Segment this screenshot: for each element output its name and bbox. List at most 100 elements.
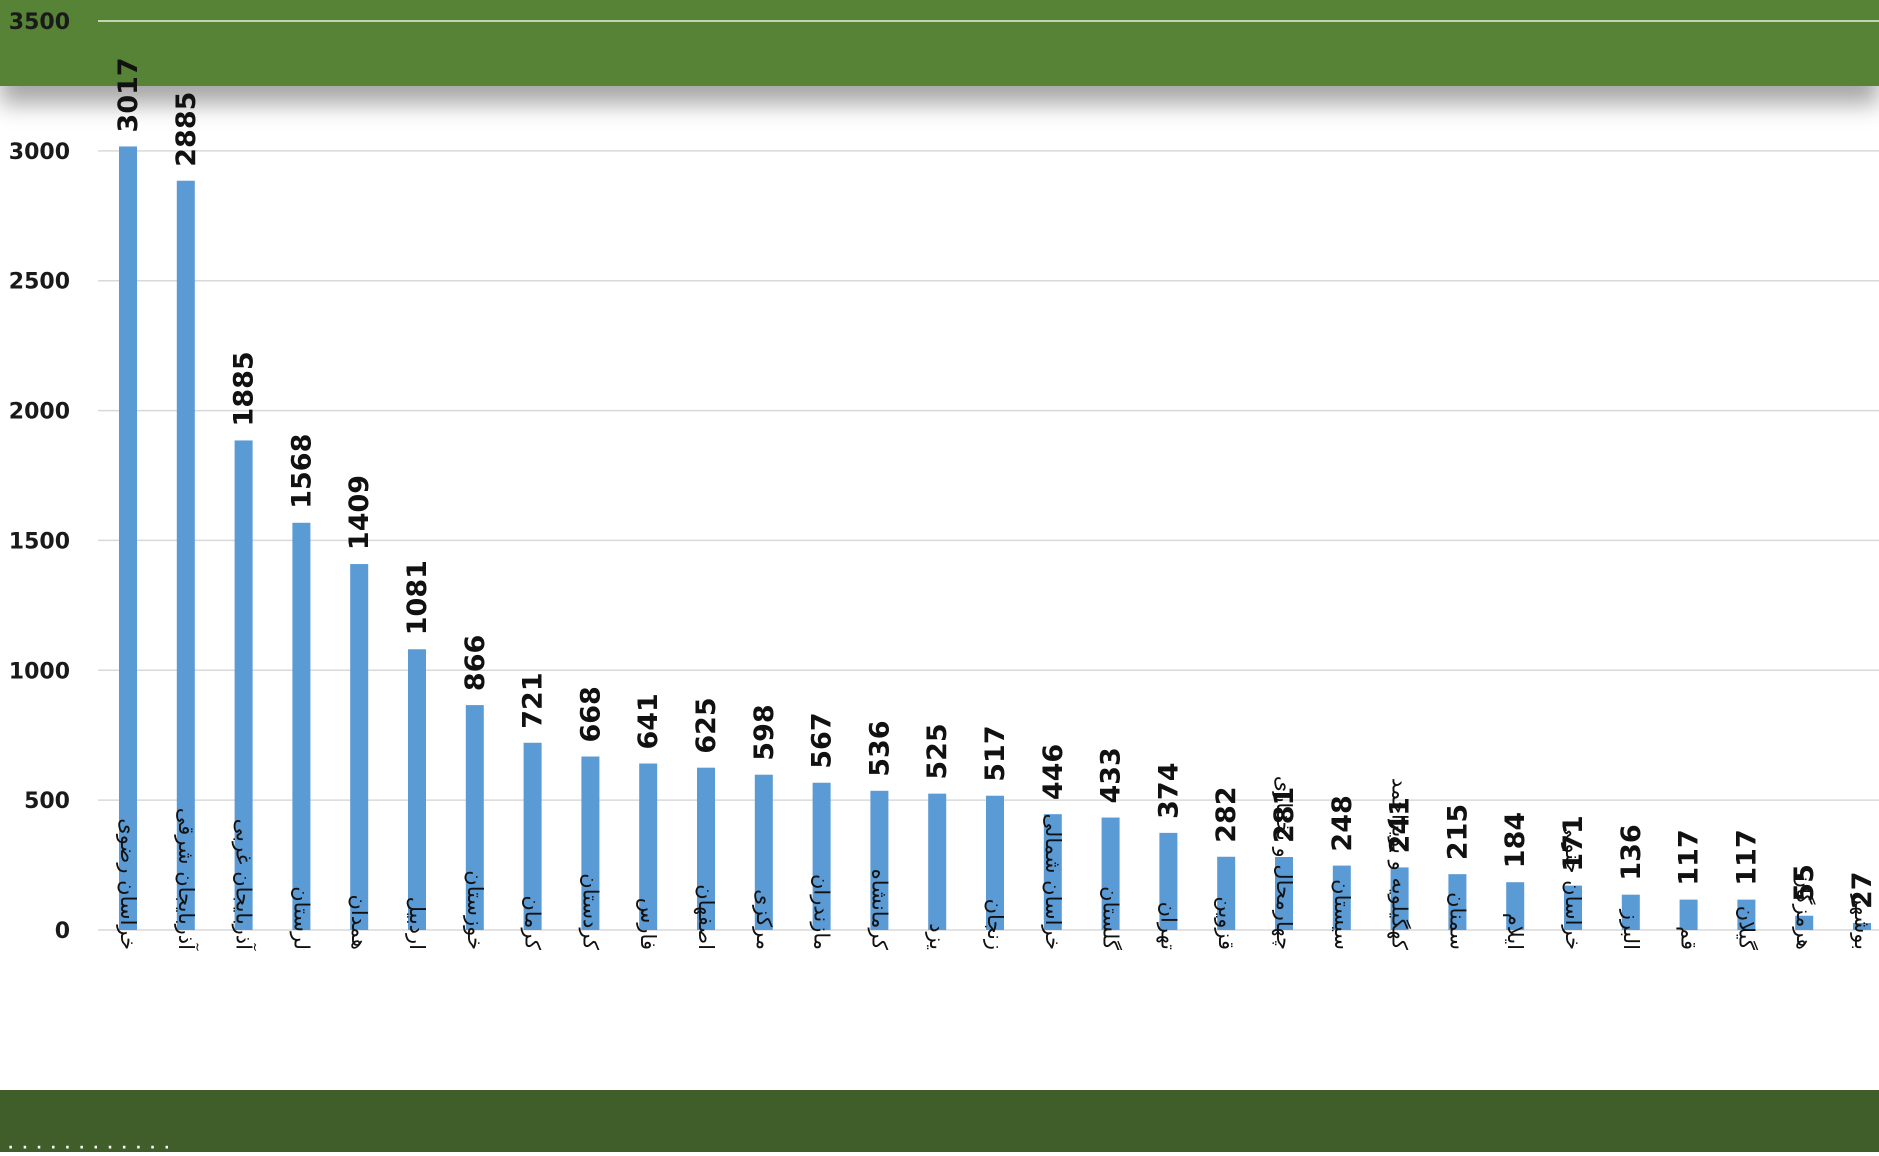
x-tick-label: کرمانشاه (867, 869, 891, 950)
data-label: 184 (1500, 812, 1531, 868)
data-labels: 3017 2885 1885 1568 1409 1081 866 721 668 641 625 5… (113, 57, 1878, 909)
bars (119, 146, 1871, 930)
bar (581, 756, 600, 930)
data-label: 525 (922, 723, 953, 779)
data-label: 117 (1674, 829, 1705, 885)
x-tick-label: خوزستان (463, 870, 487, 950)
bar (1621, 894, 1640, 930)
y-tick-label: 1500 (9, 529, 70, 554)
x-tick-label: ایلام (1503, 913, 1527, 950)
bar (234, 440, 253, 930)
bottom-banner (0, 1090, 1879, 1152)
bar (1448, 874, 1467, 930)
data-label: 1409 (344, 475, 375, 550)
y-tick-label: 3000 (9, 140, 70, 165)
x-tick-label: یزد (925, 923, 949, 950)
x-tick-label: هرمزگان (1792, 873, 1816, 950)
x-tick-label: قزوین (1214, 896, 1238, 950)
bar (1332, 865, 1351, 930)
y-tick-label: 2500 (9, 270, 70, 295)
x-tick-label: خراسان جنوبی (1561, 820, 1585, 950)
bar (1275, 857, 1293, 930)
x-tick-label: کهگیلویه و بویراحمد (1388, 778, 1412, 950)
data-label: 641 (633, 693, 664, 749)
gridlines (98, 20, 1879, 931)
data-label: 55 (1789, 864, 1820, 902)
bar (697, 767, 715, 930)
x-tick-label: اردبیل (405, 897, 429, 950)
bar (350, 564, 369, 930)
data-label: 1885 (229, 351, 260, 426)
bar (1506, 882, 1525, 930)
x-tick-label: مازندران (810, 874, 834, 950)
data-label: 282 (1211, 786, 1242, 842)
data-label: 281 (1269, 787, 1300, 843)
data-label: 721 (518, 672, 549, 728)
data-label: 598 (749, 704, 780, 760)
bar (119, 146, 137, 930)
data-label: 1568 (286, 434, 317, 509)
y-tick-label: 1000 (9, 659, 70, 684)
x-tick-label: قم (1676, 926, 1701, 950)
x-tick-label: خراسان شمالی (1041, 813, 1065, 950)
bar (523, 742, 542, 930)
data-label: 567 (807, 712, 838, 768)
x-tick-label: زنجان (983, 899, 1007, 950)
data-label: 2885 (171, 92, 202, 167)
x-axis-labels: خراسان رضوی آذربایجان شرقی آذربایجان غربی ل… (116, 776, 1874, 951)
x-tick-label: بوشهر (1850, 893, 1874, 950)
x-tick-label: سیستان (1330, 879, 1354, 950)
bar (870, 790, 889, 930)
x-tick-label: فارس (636, 898, 660, 950)
data-label: 446 (1038, 744, 1069, 800)
data-label: 117 (1731, 829, 1762, 885)
x-tick-label: سمنان (1445, 892, 1469, 950)
data-label: 1081 (402, 560, 433, 635)
bar (1390, 867, 1409, 930)
bar (1795, 915, 1814, 930)
y-axis-ticks: 0 500 1000 1500 2000 2500 3000 3500 (9, 10, 70, 944)
bar (1159, 832, 1178, 930)
bar (1217, 856, 1236, 930)
bar (986, 795, 1004, 930)
data-label: 625 (691, 697, 722, 753)
data-label: 171 (1558, 815, 1589, 871)
bar (408, 649, 426, 930)
bar (465, 705, 484, 930)
data-label: 136 (1616, 824, 1647, 880)
x-tick-label: آذربایجان غربی (232, 819, 257, 952)
bar (1737, 899, 1756, 930)
y-tick-label: 2000 (9, 400, 70, 425)
bar (1853, 922, 1871, 930)
x-tick-label: البرز (1619, 909, 1643, 950)
bar (754, 774, 773, 930)
bar (1101, 817, 1120, 930)
data-label: 866 (460, 635, 491, 691)
x-tick-label: اصفهان (694, 884, 718, 950)
x-tick-label: گلستان (1099, 886, 1123, 950)
data-label: 241 (1385, 797, 1416, 853)
x-tick-label: آذربایجان شرقی (174, 808, 199, 951)
x-tick-label: مرکزی (752, 889, 776, 950)
data-label: 536 (864, 720, 895, 776)
x-tick-label: همدان (347, 895, 371, 951)
x-tick-label: خراسان رضوی (116, 818, 140, 950)
data-label: 374 (1153, 762, 1184, 818)
data-label: 517 (980, 725, 1011, 781)
bar (1679, 899, 1698, 930)
x-tick-label: تهران (1156, 902, 1180, 951)
y-tick-label: 500 (24, 789, 70, 814)
bar (812, 782, 831, 930)
bar (1564, 885, 1582, 930)
y-tick-label: 3500 (9, 10, 70, 35)
x-tick-label: لرستان (289, 886, 313, 950)
x-tick-label: گیلان (1734, 906, 1758, 950)
bar (1043, 814, 1062, 930)
data-label: 3017 (113, 57, 144, 132)
data-label: 668 (575, 686, 606, 742)
bar (176, 180, 195, 930)
y-tick-label: 0 (55, 919, 70, 944)
data-label: 433 (1096, 747, 1127, 803)
x-tick-label: کردستان (578, 873, 602, 950)
